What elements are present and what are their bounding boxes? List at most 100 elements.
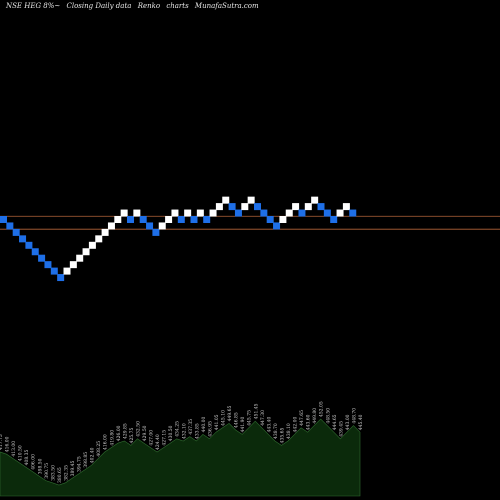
volume-value-label: 427.15 [162,430,168,446]
volume-value-label: 426.00 [116,425,122,441]
volume-value-label: 439.45 [338,421,344,437]
volume-value-label: 408.35 [24,450,30,466]
volume-value-label: 438.70 [273,423,279,439]
volume-value-label: 438.10 [286,423,292,439]
volume-value-label: 410.50 [18,445,24,461]
volume-value-label: 435.65 [279,428,285,444]
renko-brick-up [336,209,344,217]
renko-brick-up [342,203,350,211]
volume-value-label: 383.50 [50,465,56,481]
renko-brick-up [279,216,287,223]
renko-brick-up [133,209,141,217]
renko-brick-up [101,228,109,236]
renko-brick-down [203,216,211,223]
volume-value-label: 419.80 [109,430,115,446]
reference-lines [0,215,500,230]
renko-brick-down [190,216,198,223]
renko-brick-up [114,216,122,223]
volume-value-label: 429.50 [142,425,148,441]
volume-value-label: 444.65 [332,414,338,430]
volume-value-label: 447.65 [299,410,305,426]
volume-value-label: 434.25 [175,421,181,437]
renko-brick-up [69,261,77,269]
volume-value-label: 449.65 [227,406,233,422]
volume-value-label: 433.85 [194,423,200,439]
renko-brick-down [152,228,160,236]
renko-brick-down [317,203,325,211]
volume-value-label: 440.00 [201,417,207,433]
volume-value-label: 452.05 [319,401,325,417]
volume-value-label: 445.40 [358,414,364,430]
volume-value-label: 417.75 [0,434,4,450]
volume-value-label: 416.00 [103,434,109,450]
chart-header: NSE HEG 8%~ Closing Daily data Renko cha… [6,2,263,10]
renko-brick-down [38,254,46,262]
volume-value-label: 451.45 [253,403,259,419]
renko-bricks [0,196,357,282]
volume-value-label: 448.50 [325,408,331,424]
renko-brick-up [95,235,103,243]
renko-brick-down [50,267,58,275]
renko-brick-up [88,241,96,249]
renko-brick-down [139,216,147,223]
renko-brick-down [254,203,261,211]
renko-brick-down [234,209,242,217]
renko-brick-down [6,222,14,230]
renko-brick-up [82,248,90,256]
volume-value-label: 441.90 [240,417,246,433]
volume-area [0,418,361,497]
volume-value-label: 427.00 [149,430,155,446]
chart-style-label: Renko [137,2,161,10]
renko-brick-up [215,203,223,211]
renko-brick-up [196,209,204,217]
volume-value-label: 445.10 [221,410,227,426]
volume-value-label: 447.30 [260,410,266,426]
volume-value-label: 437.35 [188,419,194,435]
renko-brick-down [31,248,39,256]
volume-value-label: 432.50 [135,421,141,437]
renko-brick-up [222,196,230,204]
renko-brick-down [25,241,33,249]
renko-brick-up [209,209,217,217]
volume-value-label: 442.00 [293,417,299,433]
volume-value-label: 443.00 [345,414,351,430]
volume-value-label: 406.00 [31,454,37,470]
renko-brick-down [323,209,331,217]
renko-brick-up [165,216,173,223]
renko-brick-up [292,203,300,211]
volume-value-label: 398.50 [37,458,43,474]
volume-value-label: 402.40 [90,447,96,463]
symbol-label: NSE HEG 8%~ [6,2,61,10]
volume-value-label: 408.25 [96,441,102,457]
renko-brick-up [158,222,166,230]
renko-brick-down [266,216,274,223]
volume-value-label: 436.95 [207,421,213,437]
renko-brick-down [44,261,52,269]
renko-brick-down [330,216,338,223]
volume-value-label: 416.00 [5,436,11,452]
volume-value-label: 382.35 [63,465,69,481]
volume-value-label: 425.75 [129,428,135,444]
renko-brick-down [19,235,27,243]
volume-value-label: 449.80 [312,408,318,424]
volume-value-label: 413.00 [11,441,17,457]
volume-value-label: 429.85 [122,423,128,439]
volume-panel: 417.75 416.00 413.00 410.50 408.35 406.00 398.… [0,401,364,497]
volume-value-label: 448.70 [351,408,357,424]
renko-brick-down [57,274,65,282]
renko-brick-up [241,203,249,211]
renko-brick-up [311,196,319,204]
renko-brick-down [177,216,185,223]
volume-value-label: 443.40 [266,417,272,433]
renko-brick-down [146,222,154,230]
volume-value-label: 380.65 [57,467,63,483]
renko-brick-down [298,209,306,217]
renko-brick-down [228,203,236,211]
volume-value-label: 398.85 [83,452,89,468]
renko-brick-up [247,196,255,204]
renko-brick-down [127,216,134,223]
renko-brick-up [107,222,115,230]
renko-brick-up [285,209,293,217]
